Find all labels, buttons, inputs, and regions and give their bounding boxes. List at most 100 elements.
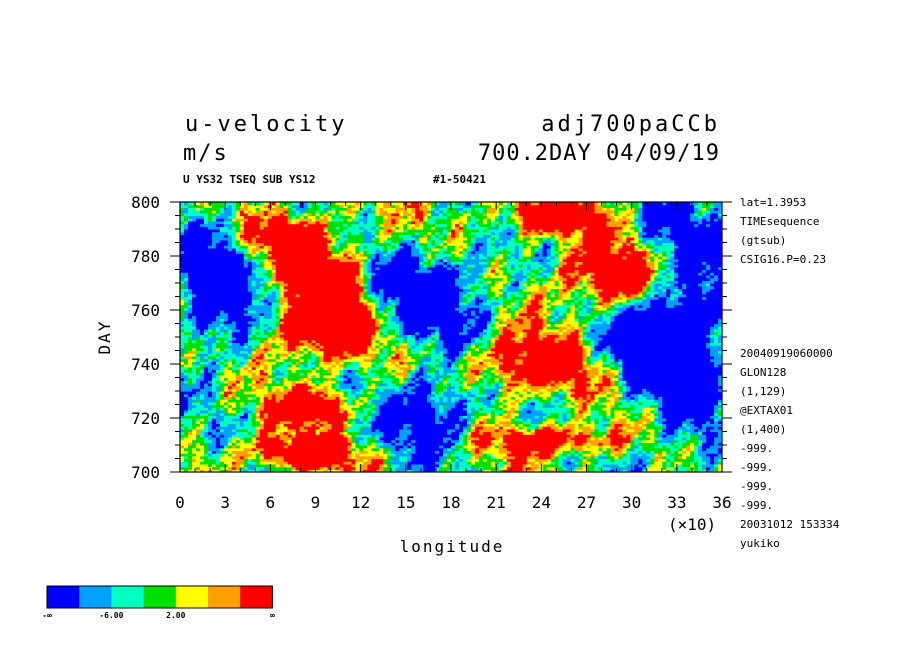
heatmap-cell — [223, 245, 233, 249]
heatmap-cell — [558, 445, 564, 449]
heatmap-cell — [423, 258, 428, 262]
heatmap-cell — [255, 358, 269, 362]
heatmap-cell — [498, 318, 504, 322]
heatmap-cell — [634, 242, 639, 246]
heatmap-cell — [618, 455, 623, 460]
heatmap-cell — [602, 388, 612, 392]
heatmap-cell — [538, 426, 544, 430]
heatmap-cell — [399, 342, 408, 346]
heatmap-cell — [303, 380, 309, 384]
heatmap-cell — [486, 256, 492, 260]
heatmap-cell — [411, 466, 424, 470]
heatmap-cell — [283, 361, 293, 365]
heatmap-cell — [379, 393, 392, 397]
heatmap-cell — [219, 374, 237, 379]
heatmap-cell — [431, 355, 444, 360]
heatmap-cell — [522, 431, 532, 435]
heatmap-cell — [502, 269, 508, 273]
heatmap-cell — [451, 250, 460, 254]
heatmap-cell — [291, 361, 297, 365]
heatmap-cell — [379, 374, 396, 379]
heatmap-cell — [474, 380, 484, 384]
heatmap-cell — [451, 461, 456, 465]
heatmap-cell — [526, 334, 540, 338]
heatmap-cell — [343, 250, 352, 254]
heatmap-cell — [466, 458, 480, 462]
heatmap-cell — [570, 380, 576, 384]
heatmap-cell — [622, 434, 627, 438]
heatmap-cell — [602, 436, 612, 441]
heatmap-cell — [239, 350, 249, 354]
heatmap-cell — [419, 242, 428, 246]
heatmap-cell — [239, 234, 257, 238]
heatmap-cell — [251, 447, 257, 451]
heatmap-cell — [439, 334, 480, 338]
heatmap-cell — [215, 369, 225, 373]
heatmap-cell — [622, 242, 627, 246]
heatmap-cell — [275, 274, 356, 279]
heatmap-cell — [347, 396, 356, 400]
heatmap-cell — [662, 415, 711, 419]
heatmap-cell — [287, 288, 364, 292]
heatmap-cell — [407, 442, 412, 446]
heatmap-cell — [247, 369, 253, 373]
heatmap-cell — [423, 339, 436, 343]
heatmap-cell — [411, 355, 424, 360]
heatmap-cell — [447, 377, 456, 381]
heatmap-cell — [359, 247, 376, 252]
heatmap-cell — [231, 342, 241, 346]
heatmap-cell — [319, 364, 333, 368]
heatmap-cell — [686, 447, 691, 451]
heatmap-cell — [199, 442, 209, 446]
heatmap-cell — [447, 385, 456, 389]
heatmap-cell — [275, 328, 281, 333]
heatmap-cell — [327, 242, 337, 246]
heatmap-cell — [630, 455, 651, 460]
heatmap-cell — [626, 461, 631, 465]
heatmap-cell — [399, 234, 412, 238]
heatmap-cell — [466, 266, 472, 271]
heatmap-cell — [303, 358, 309, 362]
heatmap-cell — [439, 242, 444, 246]
heatmap-cell — [614, 304, 623, 308]
heatmap-cell — [542, 301, 548, 306]
heatmap-cell — [574, 431, 580, 435]
heatmap-cell — [275, 369, 281, 373]
heatmap-cell — [447, 453, 452, 457]
heatmap-cell — [180, 453, 197, 457]
heatmap-cell — [359, 296, 364, 300]
heatmap-cell — [195, 434, 201, 438]
heatmap-cell — [251, 323, 261, 327]
heatmap-cell — [578, 310, 588, 314]
heatmap-cell — [247, 304, 273, 308]
heatmap-cell — [506, 258, 520, 262]
heatmap-cell — [395, 347, 400, 352]
heatmap-cell — [375, 310, 380, 314]
heatmap-cell — [379, 291, 384, 295]
heatmap-cell — [534, 415, 540, 419]
heatmap-cell — [618, 445, 623, 449]
heatmap-cell — [371, 345, 376, 349]
heatmap-cell — [570, 428, 576, 433]
heatmap-cell — [287, 385, 293, 389]
heatmap-cell — [554, 318, 560, 322]
heatmap-cell — [478, 458, 484, 462]
heatmap-cell — [550, 380, 556, 384]
heatmap-cell — [435, 391, 440, 395]
heatmap-cell — [363, 274, 368, 279]
heatmap-cell — [630, 234, 639, 238]
heatmap-cell — [510, 407, 516, 411]
heatmap-cell — [582, 285, 588, 289]
heatmap-cell — [443, 399, 448, 403]
heatmap-cell — [482, 380, 488, 384]
heatmap-cell — [718, 331, 722, 335]
heatmap-cell — [666, 455, 675, 460]
heatmap-cell — [180, 372, 185, 376]
heatmap-cell — [367, 409, 372, 414]
heatmap-cell — [606, 428, 612, 433]
heatmap-cell — [498, 391, 504, 395]
heatmap-cell — [363, 280, 368, 284]
heatmap-cell — [598, 458, 612, 462]
heatmap-cell — [199, 420, 209, 424]
heatmap-cell — [435, 239, 444, 244]
